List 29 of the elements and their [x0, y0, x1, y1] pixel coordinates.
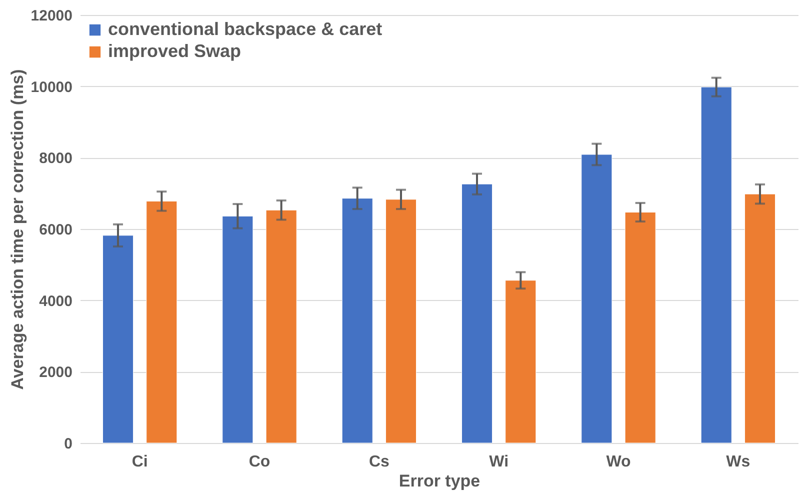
x-tick-label: Co — [248, 454, 270, 470]
bar — [385, 199, 417, 444]
y-tick-label: 4000 — [39, 292, 72, 310]
bar — [744, 194, 776, 444]
legend-label: conventional backspace & caret — [108, 19, 382, 39]
bar — [146, 200, 178, 444]
x-axis-title: Error type — [398, 472, 480, 490]
y-tick-label: 6000 — [39, 222, 72, 238]
bar — [624, 212, 656, 444]
x-tick-label: Ci — [132, 454, 148, 470]
y-tick-label: 2000 — [39, 364, 72, 382]
bar — [266, 210, 297, 444]
bar — [102, 235, 134, 444]
bar — [700, 86, 732, 444]
bar — [342, 198, 373, 444]
bar — [222, 216, 254, 444]
bar — [505, 280, 536, 444]
x-tick-label: Ws — [726, 454, 750, 470]
y-tick-label: 10000 — [30, 78, 72, 96]
y-tick-label: 12000 — [30, 8, 72, 24]
bar — [461, 184, 493, 444]
x-tick-label: Cs — [368, 454, 390, 470]
x-tick-label: Wi — [489, 454, 509, 470]
y-axis-title: Average action time per correction (ms) — [8, 69, 27, 390]
x-tick-label: Wo — [606, 454, 632, 470]
y-tick-label: 8000 — [39, 150, 72, 168]
bar — [581, 154, 612, 444]
y-tick-label: 0 — [64, 436, 72, 452]
legend-label: improved Swap — [108, 41, 242, 61]
